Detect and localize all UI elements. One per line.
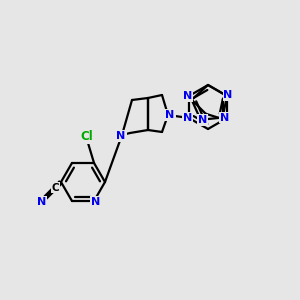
Text: N: N	[92, 197, 100, 207]
Text: N: N	[165, 110, 175, 120]
Text: N: N	[183, 113, 193, 123]
Text: N: N	[198, 115, 207, 125]
Text: N: N	[224, 90, 233, 100]
Text: N: N	[220, 112, 229, 122]
Text: C: C	[52, 183, 59, 193]
Text: Cl: Cl	[81, 130, 93, 143]
Text: N: N	[116, 131, 126, 141]
Text: N: N	[183, 91, 193, 101]
Text: N: N	[37, 196, 46, 207]
